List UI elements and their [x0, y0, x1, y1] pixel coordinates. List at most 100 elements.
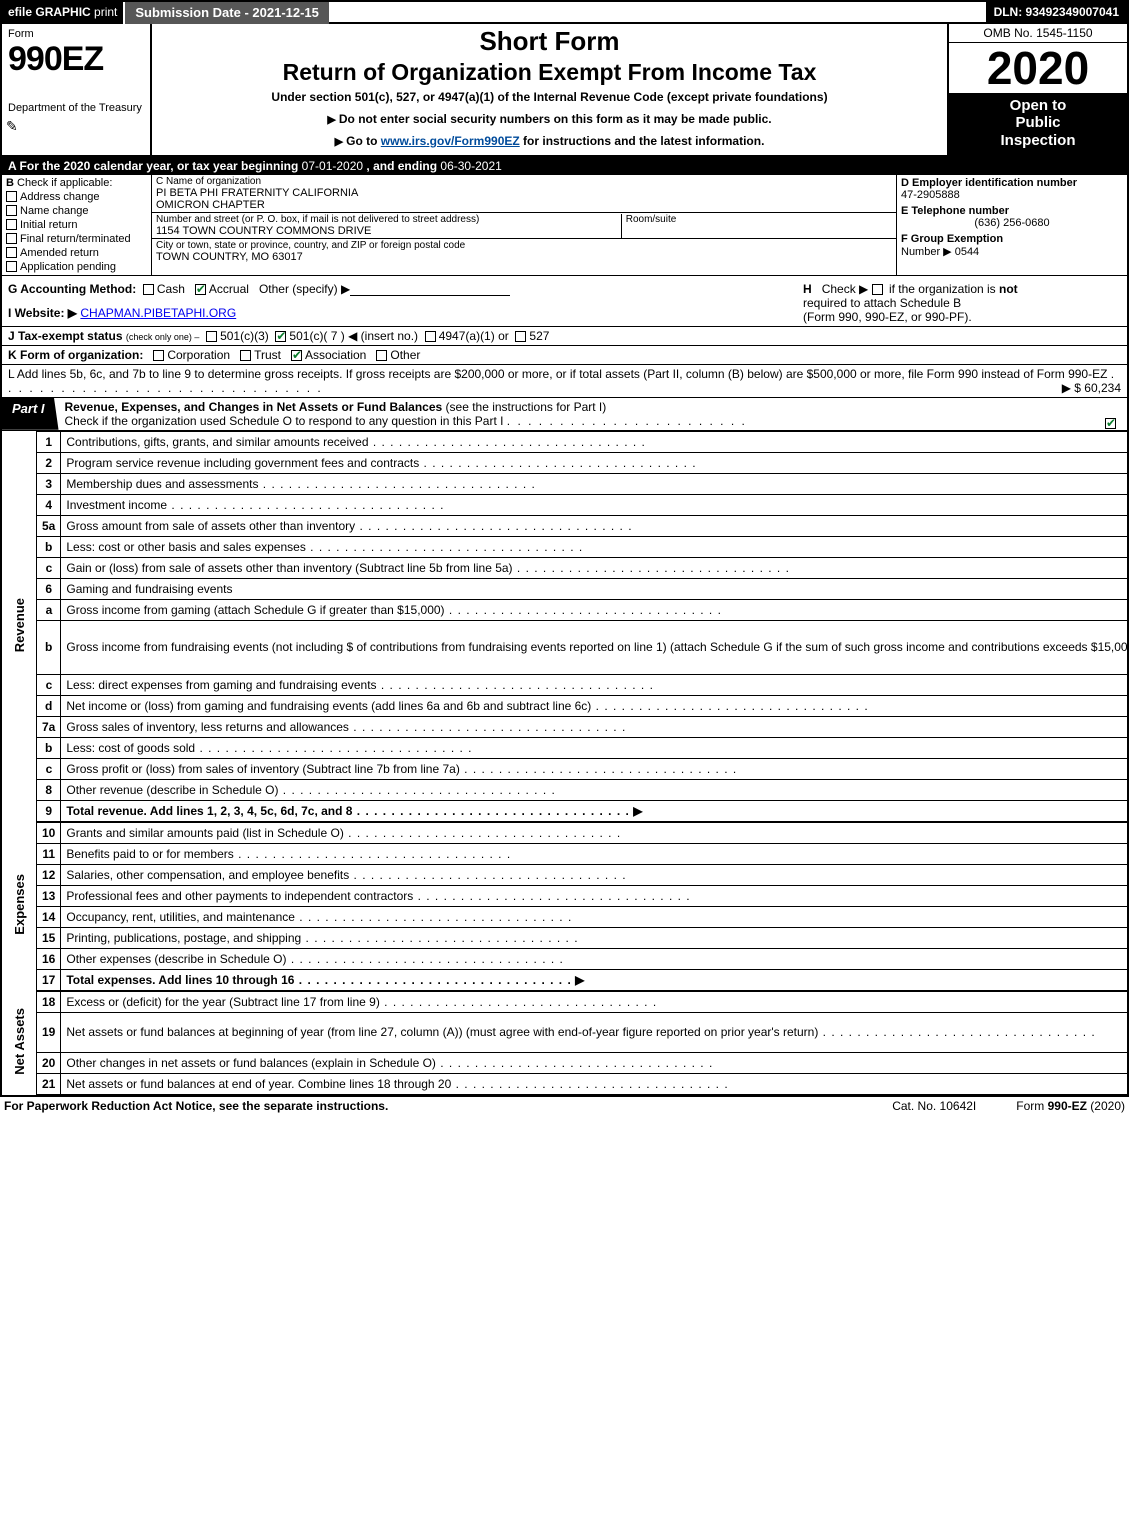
j-527-checkbox[interactable] [515, 331, 526, 342]
b-item-3: Final return/terminated [6, 233, 147, 245]
line-10: Expenses10Grants and similar amounts pai… [2, 822, 1129, 844]
open-line2: Public [1015, 114, 1060, 131]
e-phone-label: E Telephone number [901, 205, 1123, 217]
short-form-title: Short Form [158, 26, 941, 57]
line-desc: Net income or (loss) from gaming and fun… [61, 695, 1129, 716]
efile-print[interactable]: efile GRAPHIC print [2, 2, 123, 24]
line-num: 11 [37, 843, 61, 864]
irs-link[interactable]: www.irs.gov/Form990EZ [381, 134, 520, 148]
line-desc: Benefits paid to or for members [61, 843, 1129, 864]
h-check: Check ▶ [822, 282, 869, 296]
line-num: 21 [37, 1073, 61, 1094]
b-label-1: Name change [20, 205, 89, 217]
line-9: 9Total revenue. Add lines 1, 2, 3, 4, 5c… [2, 800, 1129, 822]
footer-right: Form 990-EZ (2020) [1016, 1099, 1125, 1113]
b-item-2: Initial return [6, 219, 147, 231]
part-i-check-text: Check if the organization used Schedule … [65, 414, 504, 428]
line-num: 6 [37, 578, 61, 599]
j-501c-checkbox[interactable] [275, 331, 286, 342]
line-desc: Net assets or fund balances at end of ye… [61, 1073, 1129, 1094]
line-7a: 7aGross sales of inventory, less returns… [2, 716, 1129, 737]
part-i-tab: Part I [2, 398, 59, 430]
d-ein-label: D Employer identification number [901, 177, 1123, 189]
footer-right-post: (2020) [1087, 1099, 1125, 1113]
website-link[interactable]: CHAPMAN.PIBETAPHI.ORG [80, 306, 236, 320]
c-city-label: City or town, state or province, country… [156, 240, 892, 251]
other-label: Other (specify) ▶ [259, 282, 350, 296]
b-checkbox-4[interactable] [6, 247, 17, 258]
line-3: 3Membership dues and assessments356,992 [2, 473, 1129, 494]
line-5a: 5aGross amount from sale of assets other… [2, 515, 1129, 536]
b-check-if: Check if applicable: [14, 177, 112, 189]
accrual-label: Accrual [209, 282, 249, 296]
line-18: Net Assets18Excess or (deficit) for the … [2, 991, 1129, 1013]
b-checkbox-2[interactable] [6, 219, 17, 230]
return-title: Return of Organization Exempt From Incom… [158, 59, 941, 86]
k-checkbox-3[interactable] [376, 350, 387, 361]
b-checkbox-3[interactable] [6, 233, 17, 244]
cash-label: Cash [157, 282, 185, 296]
line-num: 19 [37, 1012, 61, 1052]
line-num: 14 [37, 906, 61, 927]
j-501c3-checkbox[interactable] [206, 331, 217, 342]
submission-date: Submission Date - 2021-12-15 [123, 2, 329, 24]
line-15: 15Printing, publications, postage, and s… [2, 927, 1129, 948]
line-num: 18 [37, 991, 61, 1013]
part-i-title: Revenue, Expenses, and Changes in Net As… [59, 398, 1105, 430]
line-17: 17Total expenses. Add lines 10 through 1… [2, 969, 1129, 991]
c-name-label: C Name of organization [156, 176, 892, 187]
line-desc: Other expenses (describe in Schedule O) [61, 948, 1129, 969]
other-specify-line[interactable] [350, 284, 510, 296]
line-desc: Gross income from fundraising events (no… [61, 620, 1129, 674]
c-city-row: City or town, state or province, country… [152, 239, 896, 264]
line-6b: bGross income from fundraising events (n… [2, 620, 1129, 674]
part-i-title-bold: Revenue, Expenses, and Changes in Net As… [65, 400, 443, 414]
bar-a-prefix: A For the 2020 calendar year, or tax yea… [8, 159, 302, 173]
k-checkbox-1[interactable] [240, 350, 251, 361]
line-num: 9 [37, 800, 61, 822]
k-checkbox-2[interactable] [291, 350, 302, 361]
open-line3: Inspection [1000, 132, 1075, 149]
under-section: Under section 501(c), 527, or 4947(a)(1)… [158, 90, 941, 104]
accrual-checkbox[interactable] [195, 284, 206, 295]
part-i-grid: Revenue1Contributions, gifts, grants, an… [2, 431, 1129, 1095]
line-14: 14Occupancy, rent, utilities, and mainte… [2, 906, 1129, 927]
c-street-label: Number and street (or P. O. box, if mail… [156, 214, 892, 225]
j-527: 527 [529, 329, 549, 343]
tax-year-begin: 07-01-2020 [302, 159, 363, 173]
line-desc: Gross income from gaming (attach Schedul… [61, 599, 1129, 620]
j-4947: 4947(a)(1) or [439, 329, 509, 343]
phone-value: (636) 256-0680 [901, 217, 1123, 229]
b-checkbox-0[interactable] [6, 191, 17, 202]
h-checkbox[interactable] [872, 284, 883, 295]
arrow-icon: ▶ [633, 804, 642, 818]
j-4947-checkbox[interactable] [425, 331, 436, 342]
j-501c-pre: 501(c)( [289, 329, 330, 343]
section-k: K Form of organization: Corporation Trus… [2, 346, 1127, 365]
triangle-icon: ▶ [335, 136, 347, 148]
block-b-through-f: B Check if applicable: Address changeNam… [2, 175, 1127, 276]
line-num: c [37, 758, 61, 779]
line-num: 10 [37, 822, 61, 844]
k-opt-0: Corporation [167, 348, 230, 362]
section-a-bar: A For the 2020 calendar year, or tax yea… [2, 157, 1127, 175]
section-b: B Check if applicable: Address changeNam… [2, 175, 152, 275]
room-suite-label: Room/suite [621, 214, 677, 239]
b-checkbox-1[interactable] [6, 205, 17, 216]
line-desc: Excess or (deficit) for the year (Subtra… [61, 991, 1129, 1013]
k-checkbox-0[interactable] [153, 350, 164, 361]
cash-checkbox[interactable] [143, 284, 154, 295]
header-right: OMB No. 1545-1150 2020 Open to Public In… [947, 24, 1127, 155]
line-8: 8Other revenue (describe in Schedule O)8 [2, 779, 1129, 800]
b-checkbox-5[interactable] [6, 261, 17, 272]
line-desc: Grants and similar amounts paid (list in… [61, 822, 1129, 844]
line-desc: Salaries, other compensation, and employ… [61, 864, 1129, 885]
part-i-checkbox[interactable] [1105, 418, 1116, 429]
bar-a-mid: , and ending [363, 159, 440, 173]
line-num: 15 [37, 927, 61, 948]
open-line1: Open to [1010, 97, 1067, 114]
org-city: TOWN COUNTRY, MO 63017 [156, 251, 892, 263]
line-desc: Gross sales of inventory, less returns a… [61, 716, 1129, 737]
goto-link-line: ▶ Go to www.irs.gov/Form990EZ for instru… [158, 134, 941, 148]
line-num: 7a [37, 716, 61, 737]
